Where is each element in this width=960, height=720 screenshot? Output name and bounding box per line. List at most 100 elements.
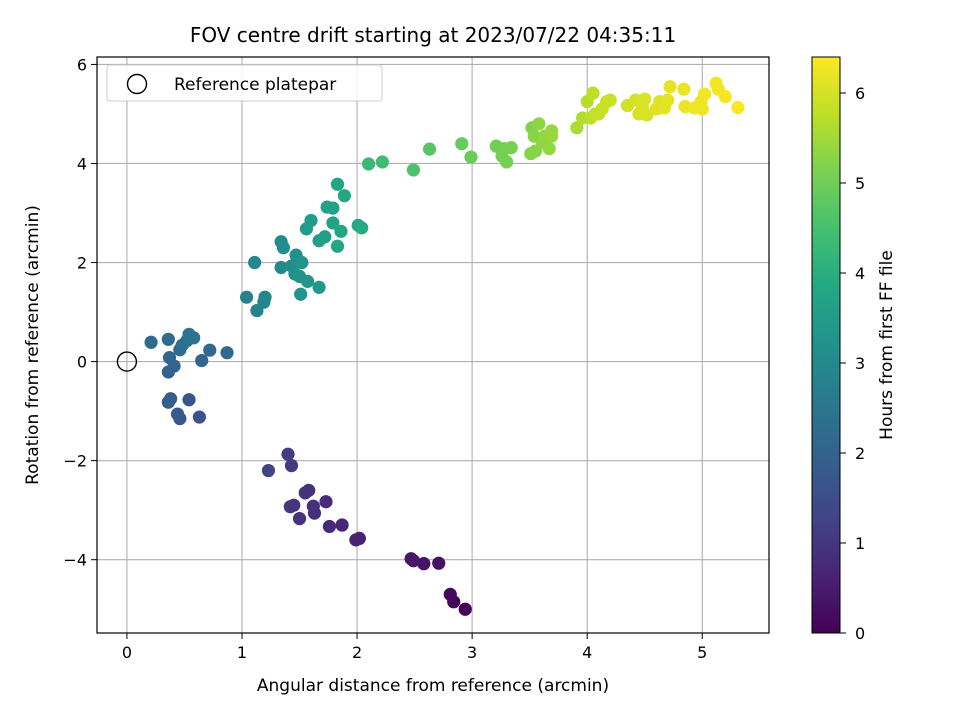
data-point [330,177,345,191]
data-point [404,552,418,566]
data-point [295,255,309,270]
data-point [695,102,709,116]
data-point [586,86,600,100]
colorbar-tick-label: 3 [855,354,865,373]
colorbar-tick-label: 4 [855,264,865,283]
x-tick-label: 5 [697,643,707,662]
chart-title: FOV centre drift starting at 2023/07/22 … [190,23,676,47]
data-point [334,224,348,238]
data-points [144,76,745,616]
colorbar-tick-label: 0 [855,624,865,643]
data-point [298,486,312,500]
reference-platepar-marker [116,351,138,372]
data-point [417,557,431,571]
data-point [274,260,288,275]
y-tick-label: 0 [77,353,87,372]
data-point [638,92,652,106]
data-point [294,287,308,301]
legend-entry-reference: Reference platepar [174,75,336,95]
data-point [261,463,276,478]
data-point [349,533,363,547]
data-point [220,346,234,360]
data-point [292,511,307,526]
colorbar-tick-label: 5 [855,174,865,193]
x-tick-label: 1 [237,643,247,662]
data-point [458,602,472,616]
data-point [603,93,617,107]
x-axis-label: Angular distance from reference (arcmin) [257,676,609,696]
y-tick-label: 4 [77,154,87,173]
plot-frame [96,56,770,634]
data-point [322,519,337,534]
data-point [326,216,340,230]
data-point [455,137,469,151]
data-point [500,155,514,169]
data-point [161,332,175,346]
data-point [542,142,556,156]
colorbar-tick-label: 6 [855,84,865,103]
data-point [187,331,201,345]
legend: Reference platepar [106,64,383,102]
colorbar-gradient [811,56,841,634]
data-point [304,213,318,228]
x-tick-label: 0 [122,643,132,662]
y-tick-label: 2 [77,254,87,273]
data-point [422,142,437,156]
data-point [281,447,295,461]
data-point [697,87,712,101]
y-tick-label: 6 [77,55,87,74]
data-point [284,458,299,473]
colorbar-tick-label: 2 [855,444,865,463]
data-point [318,230,332,244]
data-point [312,280,326,294]
data-point [406,163,421,177]
data-point [361,157,376,171]
data-point [258,290,272,304]
x-tick-label: 3 [467,643,477,662]
data-point [195,354,209,368]
data-point [432,556,446,570]
data-point [464,150,478,164]
data-point [248,255,262,270]
data-point [504,141,518,155]
x-tick-label: 4 [582,643,592,662]
data-point [330,239,345,253]
data-point [239,290,254,304]
data-point [375,155,389,169]
y-tick-label: −4 [63,551,87,570]
data-point [192,410,207,424]
y-tick-label: −2 [63,452,87,471]
grid-lines [97,57,769,633]
data-point [663,80,677,94]
data-point [203,343,217,357]
data-point [532,117,546,131]
data-point [335,518,349,532]
data-point [677,82,691,96]
data-point [718,90,732,104]
data-point [443,587,457,601]
data-point [144,335,158,349]
data-point [731,100,745,115]
data-point [306,499,320,513]
x-tick-label: 2 [352,643,362,662]
data-point [661,93,675,107]
data-point [319,495,333,509]
data-point [182,393,196,407]
data-point [544,124,559,138]
data-point [162,351,177,365]
data-point [283,500,297,514]
data-point [170,407,185,421]
colorbar-label: Hours from first FF file [877,250,897,440]
reference-marker-layer [116,351,138,372]
y-axis-ticks: −4 −2 0 2 4 6 [63,55,97,570]
data-point [570,121,584,135]
data-point [326,201,340,215]
data-point [355,221,369,235]
legend-marker-icon [126,73,148,95]
data-point [161,395,175,409]
colorbar-tick-label: 1 [855,534,865,553]
data-point [300,274,315,288]
data-point [276,241,291,255]
colorbar: 0 1 2 3 4 5 6 Hours from first FF file [811,56,897,643]
